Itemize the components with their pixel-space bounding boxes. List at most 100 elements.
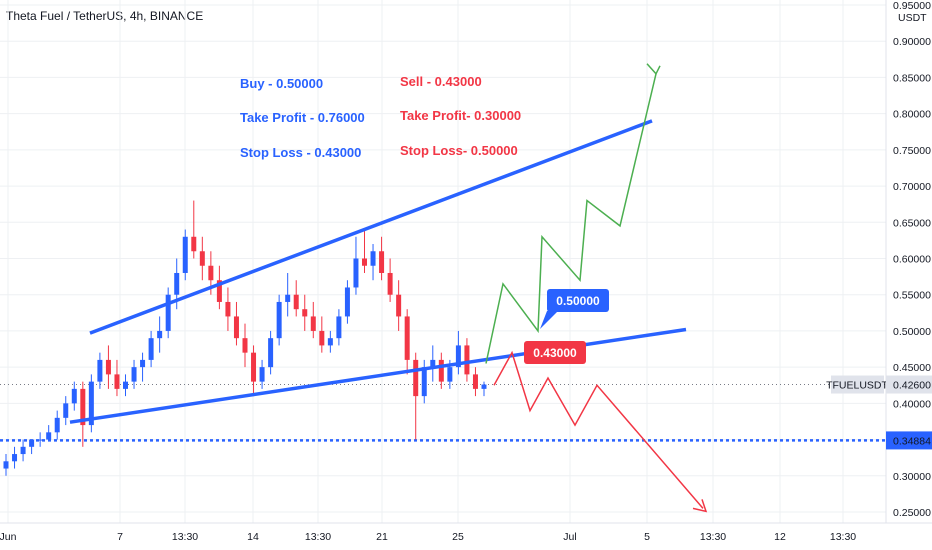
y-tick-label: 0.55000 xyxy=(893,290,931,302)
price-axis[interactable]: USDT 0.95000 0.90000 0.85000 0.80000 0.75000… xyxy=(885,0,932,550)
bullish-arrow-head xyxy=(646,63,661,76)
candle-body xyxy=(97,359,103,382)
bearish-projection-path xyxy=(493,350,704,509)
buy-stop-loss-note: Stop Loss - 0.43000 xyxy=(240,145,361,160)
candle-body xyxy=(233,316,239,339)
candle-body xyxy=(447,367,453,382)
candle-body xyxy=(37,439,43,441)
price-tag-text: 0.43000 xyxy=(533,346,577,360)
price-tag-box xyxy=(547,289,609,312)
candle-body xyxy=(174,272,180,295)
chart-title: Theta Fuel / TetherUS, 4h, BINANCE xyxy=(6,9,204,23)
candle-body xyxy=(259,367,265,382)
candle-body xyxy=(387,272,393,295)
x-tick-label: 21 xyxy=(376,531,388,543)
x-tick-label: 13:30 xyxy=(830,531,856,543)
symbol-badge-text: TFUELUSDT xyxy=(826,380,888,392)
candle-body xyxy=(464,345,470,375)
candle-body xyxy=(438,359,444,382)
last-price-badge-text: 0.42600 xyxy=(893,380,931,392)
candle-body xyxy=(268,338,274,368)
candle-body xyxy=(455,345,461,368)
candle-body xyxy=(71,388,77,404)
buy-take-profit-note: Take Profit - 0.76000 xyxy=(240,110,365,125)
candle-body xyxy=(140,359,146,368)
candle-body xyxy=(216,280,222,302)
candle-body xyxy=(481,384,487,389)
x-tick-label: 13:30 xyxy=(700,531,726,543)
bearish-arrow-head xyxy=(692,499,708,513)
sell-note: Sell - 0.43000 xyxy=(400,74,482,89)
x-tick-label: 5 xyxy=(644,531,650,543)
price-tag-text: 0.50000 xyxy=(556,294,600,308)
candle-body xyxy=(29,439,35,447)
sell-take-profit-note: Take Profit- 0.30000 xyxy=(400,108,521,123)
candle-body xyxy=(302,309,308,317)
y-tick-label: 0.50000 xyxy=(893,326,931,338)
candle-body xyxy=(123,381,128,389)
candle-body xyxy=(336,316,342,339)
candle-body xyxy=(404,316,410,360)
candle-body xyxy=(157,330,163,339)
candle-body xyxy=(293,294,299,310)
candle-body xyxy=(319,330,325,346)
buy-note: Buy - 0.50000 xyxy=(240,76,323,91)
grid xyxy=(0,0,886,523)
x-tick-label: 13:30 xyxy=(172,531,198,543)
y-tick-label: 0.80000 xyxy=(893,109,931,121)
candle-body xyxy=(80,388,86,426)
candle-body xyxy=(191,236,197,252)
price-tags: 0.50000 0.43000 xyxy=(524,289,609,364)
x-tick-label: Jun xyxy=(0,531,17,543)
candle-body xyxy=(165,294,171,331)
x-tick-label: Jul xyxy=(563,531,576,543)
bullish-projection-path xyxy=(485,73,657,364)
sell-stop-loss-note: Stop Loss- 0.50000 xyxy=(400,143,518,158)
candle-body xyxy=(114,374,120,389)
y-tick-label: 0.60000 xyxy=(893,254,931,266)
candle-body xyxy=(327,338,333,346)
candles xyxy=(3,200,487,476)
candle-body xyxy=(276,301,282,339)
y-tick-label: 0.45000 xyxy=(893,362,931,374)
time-axis[interactable]: Jun 7 13:30 14 13:30 21 25 Jul 5 13:30 12 13:30 xyxy=(0,522,932,550)
x-tick-label: 7 xyxy=(117,531,123,543)
candle-body xyxy=(370,251,376,266)
x-tick-label: 12 xyxy=(774,531,786,543)
candle-body xyxy=(396,294,402,317)
projection-paths[interactable] xyxy=(485,63,708,513)
y-tick-label: 0.25000 xyxy=(893,507,931,519)
trendlines[interactable] xyxy=(69,119,687,424)
price-tag-pointer xyxy=(540,311,558,329)
candle-body xyxy=(88,381,94,426)
candle-body xyxy=(20,446,26,455)
y-tick-label: 0.30000 xyxy=(893,471,931,483)
axis-badges: TFUELUSDT 0.42600 0.34884 xyxy=(826,375,932,450)
y-tick-label: 0.70000 xyxy=(893,181,931,193)
y-tick-label: 0.95000 xyxy=(893,0,931,12)
price-axis-bg xyxy=(886,0,932,550)
candle-body xyxy=(242,338,248,353)
x-tick-label: 14 xyxy=(247,531,259,543)
candle-body xyxy=(430,359,436,368)
trade-notes: Buy - 0.50000 Take Profit - 0.76000 Stop… xyxy=(240,74,521,160)
support-badge xyxy=(886,431,932,450)
candle-body xyxy=(472,374,478,389)
candle-body xyxy=(310,316,316,331)
y-tick-label: 0.90000 xyxy=(893,36,931,48)
currency-label: USDT xyxy=(898,12,927,24)
candle-body xyxy=(344,287,350,317)
candle-body xyxy=(148,338,154,360)
candle-body xyxy=(131,367,137,382)
candle-body xyxy=(63,403,69,418)
candle-body xyxy=(353,258,359,288)
candle-body xyxy=(379,251,385,273)
last-price-badge xyxy=(886,375,932,394)
y-tick-label: 0.75000 xyxy=(893,145,931,157)
price-tag: 0.43000 xyxy=(524,341,586,364)
symbol-badge xyxy=(831,375,884,394)
candle-body xyxy=(54,417,60,433)
price-tag-box xyxy=(524,341,586,364)
y-tick-label: 0.85000 xyxy=(893,72,931,84)
